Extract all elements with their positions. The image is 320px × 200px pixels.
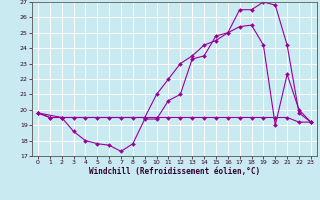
X-axis label: Windchill (Refroidissement éolien,°C): Windchill (Refroidissement éolien,°C) — [89, 167, 260, 176]
